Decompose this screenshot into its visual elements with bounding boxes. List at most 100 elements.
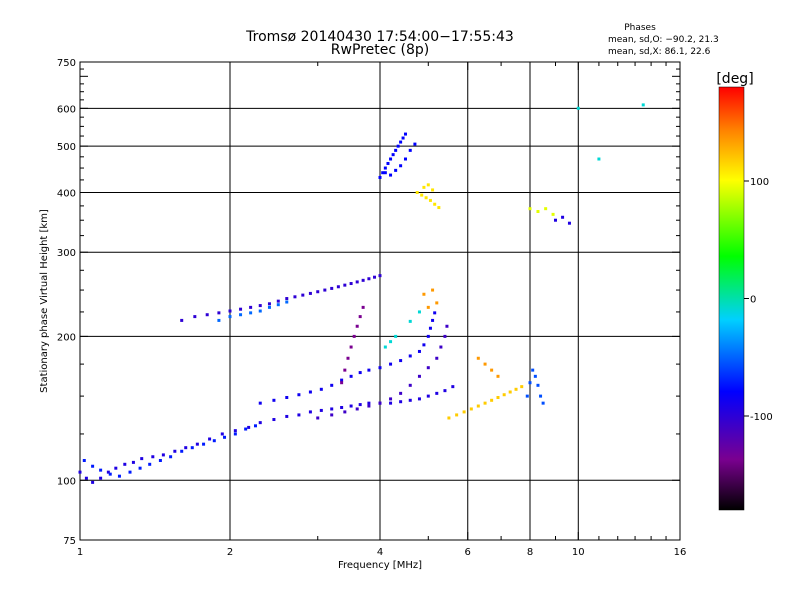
colorbar-tick-label: 100 bbox=[750, 177, 769, 188]
data-point bbox=[394, 334, 398, 338]
data-point bbox=[417, 349, 421, 353]
data-point bbox=[108, 472, 112, 476]
data-point bbox=[417, 310, 421, 314]
data-point bbox=[220, 432, 224, 436]
data-point bbox=[462, 410, 466, 414]
data-point bbox=[361, 278, 365, 282]
data-point bbox=[367, 368, 371, 372]
data-point bbox=[420, 193, 424, 197]
data-point bbox=[539, 394, 543, 398]
y-tick-label: 300 bbox=[57, 248, 76, 259]
data-point bbox=[308, 410, 312, 414]
data-point bbox=[445, 324, 449, 328]
data-point bbox=[490, 398, 494, 402]
data-point bbox=[389, 340, 393, 344]
data-point bbox=[431, 288, 435, 292]
data-point bbox=[297, 413, 301, 417]
data-point bbox=[443, 389, 447, 393]
data-point bbox=[389, 362, 393, 366]
data-point bbox=[399, 164, 403, 168]
colorbar-tick-label: -100 bbox=[750, 412, 773, 423]
data-point bbox=[217, 318, 221, 322]
data-point bbox=[202, 442, 206, 446]
plot-area: 1 2 4 6 8 10 16 75 100 200 300 400 500 600 750 bbox=[57, 58, 686, 558]
data-point bbox=[138, 466, 142, 470]
data-point bbox=[330, 407, 334, 411]
y-tick-label: 200 bbox=[57, 332, 76, 343]
data-point bbox=[394, 168, 398, 172]
data-point bbox=[148, 462, 152, 466]
y-tick-label: 600 bbox=[57, 104, 76, 115]
data-point bbox=[417, 397, 421, 401]
chart-title: Tromsø 20140430 17:54:00−17:55:43 bbox=[245, 29, 514, 45]
data-point bbox=[389, 401, 393, 405]
x-tick-label: 6 bbox=[465, 547, 471, 558]
data-point bbox=[408, 148, 412, 152]
data-point bbox=[84, 476, 88, 480]
data-point bbox=[399, 140, 403, 144]
data-point bbox=[301, 293, 305, 297]
data-point bbox=[184, 446, 188, 450]
data-point bbox=[239, 313, 243, 317]
data-point bbox=[451, 385, 455, 389]
data-point bbox=[343, 368, 347, 372]
x-tick-label: 4 bbox=[377, 547, 383, 558]
data-point bbox=[426, 334, 430, 338]
data-point bbox=[426, 394, 430, 398]
data-point bbox=[330, 413, 334, 417]
data-point bbox=[228, 309, 232, 313]
data-point bbox=[528, 381, 532, 385]
data-point bbox=[389, 157, 393, 161]
data-point bbox=[408, 319, 412, 323]
data-point bbox=[208, 437, 212, 441]
data-point bbox=[346, 356, 350, 360]
data-point bbox=[205, 313, 209, 317]
data-point bbox=[544, 207, 548, 211]
data-point bbox=[514, 387, 518, 391]
data-point bbox=[358, 403, 362, 407]
data-point bbox=[381, 171, 385, 175]
data-point bbox=[428, 198, 432, 202]
data-point bbox=[323, 288, 327, 292]
data-point bbox=[413, 142, 417, 146]
data-point bbox=[422, 343, 426, 347]
data-point bbox=[267, 305, 271, 309]
data-point bbox=[576, 106, 580, 110]
data-point bbox=[367, 404, 371, 408]
data-point bbox=[426, 366, 430, 370]
data-point bbox=[378, 274, 382, 278]
data-point bbox=[597, 157, 601, 161]
data-point bbox=[415, 190, 419, 194]
data-point bbox=[258, 401, 262, 405]
data-point bbox=[553, 218, 557, 222]
y-tick-label: 750 bbox=[57, 58, 76, 69]
data-point bbox=[447, 416, 451, 420]
data-point bbox=[455, 413, 459, 417]
data-point bbox=[358, 315, 362, 319]
y-tick-label: 500 bbox=[57, 142, 76, 153]
y-tick-label: 400 bbox=[57, 188, 76, 199]
data-point bbox=[316, 290, 320, 294]
y-tick-label: 75 bbox=[63, 536, 76, 547]
data-point bbox=[340, 378, 344, 382]
data-point bbox=[426, 183, 430, 187]
data-point bbox=[378, 175, 382, 179]
data-point bbox=[394, 148, 398, 152]
data-point bbox=[502, 393, 506, 397]
data-point bbox=[151, 455, 155, 459]
data-point bbox=[123, 462, 127, 466]
data-point bbox=[330, 286, 334, 290]
data-point bbox=[373, 275, 377, 279]
data-points bbox=[78, 103, 645, 484]
data-point bbox=[297, 393, 301, 397]
data-point bbox=[476, 356, 480, 360]
colorbar-label: [deg] bbox=[716, 71, 753, 87]
y-axis-ticks: 75 100 200 300 400 500 600 750 bbox=[57, 58, 680, 547]
data-point bbox=[340, 381, 344, 385]
data-point bbox=[131, 460, 135, 464]
data-point bbox=[424, 196, 428, 200]
data-point bbox=[399, 359, 403, 363]
data-point bbox=[428, 326, 432, 330]
data-point bbox=[396, 144, 400, 148]
